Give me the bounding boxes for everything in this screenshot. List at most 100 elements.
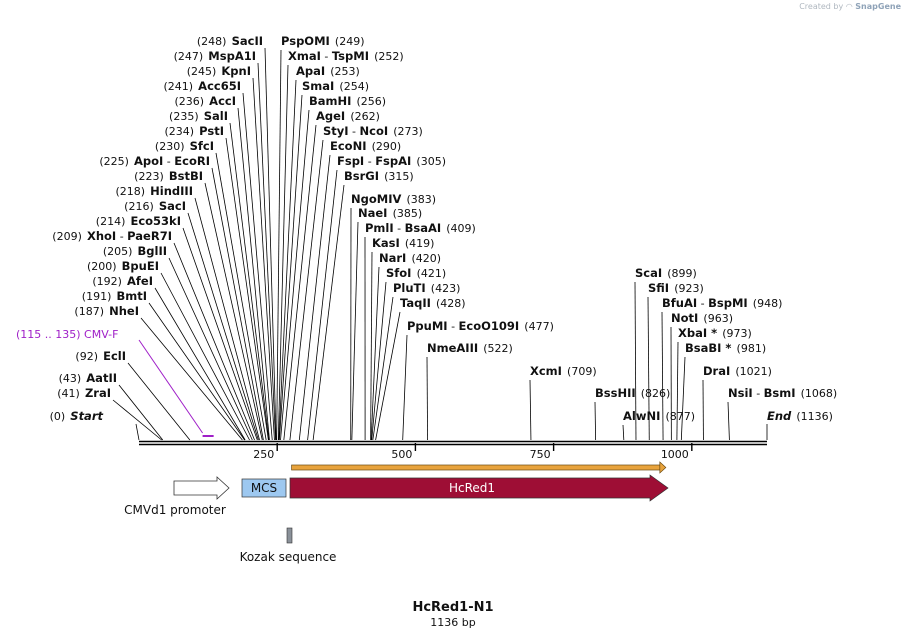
restriction-site-label: ApaI (253)	[296, 60, 360, 79]
site-connector-line	[242, 92, 273, 441]
restriction-site-label: XmaI - TspMI (252)	[288, 45, 404, 64]
site-position: (981)	[737, 342, 767, 355]
enzyme-name: SacII	[232, 34, 263, 48]
site-position: (205)	[103, 245, 133, 258]
site-position: (421)	[417, 267, 447, 280]
site-connector-line	[257, 62, 276, 441]
site-position: (223)	[134, 170, 164, 183]
site-position: (234)	[164, 125, 194, 138]
promoter-label: CMVd1 promoter	[124, 503, 226, 517]
restriction-site-label: (241) Acc65I	[163, 75, 241, 94]
enzyme-name: AccI	[209, 94, 236, 108]
restriction-site-label: (248) SacII	[197, 30, 263, 49]
restriction-site-label: (191) BmtI	[82, 285, 147, 304]
site-connector-line	[194, 197, 260, 441]
enzyme-name: Acc65I	[198, 79, 241, 93]
enzyme-separator: -	[394, 222, 405, 235]
enzyme-name: BmtI	[116, 289, 147, 303]
enzyme-name: NotI	[671, 311, 698, 325]
restriction-site-label: (192) AfeI	[92, 270, 153, 289]
enzyme-name: ScaI	[635, 266, 662, 280]
enzyme-name: XbaI *	[678, 326, 717, 340]
site-position: (43)	[59, 372, 82, 385]
restriction-site-label: SfiI (923)	[648, 277, 704, 296]
site-connector-line	[375, 311, 401, 441]
site-connector-line	[371, 281, 387, 441]
site-connector-line	[634, 281, 637, 441]
site-position: (963)	[703, 312, 733, 325]
site-connector-line	[351, 221, 359, 441]
site-connector-line	[276, 49, 282, 441]
site-connector-line	[676, 341, 679, 441]
enzyme-name: TaqII	[400, 296, 431, 310]
site-position: (385)	[393, 207, 423, 220]
site-connector-line	[680, 356, 686, 441]
restriction-site-label: NgoMIV (383)	[351, 188, 436, 207]
site-position: (225)	[99, 155, 129, 168]
enzyme-name: SmaI	[302, 79, 334, 93]
site-connector-line	[211, 167, 264, 441]
restriction-site-label: (92) EclI	[75, 345, 126, 364]
axis-tick-label: 500	[391, 448, 412, 461]
enzyme-name: PpuMI	[407, 319, 448, 333]
restriction-site-label: (218) HindIII	[115, 180, 193, 199]
enzyme-name: SfcI	[190, 139, 214, 153]
site-connector-line	[622, 424, 625, 441]
restriction-site-label: NaeI (385)	[358, 202, 422, 221]
mcs-box	[241, 478, 287, 498]
enzyme-name: NheI	[109, 304, 139, 318]
enzyme-separator: -	[349, 125, 360, 138]
enzyme-name: NarI	[379, 251, 406, 265]
enzyme-name: SalI	[204, 109, 228, 123]
enzyme-name-secondary: NcoI	[360, 124, 389, 138]
site-connector-line	[118, 384, 164, 441]
site-position: (290)	[372, 140, 402, 153]
site-lines	[112, 47, 768, 441]
site-connector-line	[154, 287, 246, 441]
restriction-site-label: NsiI - BsmI (1068)	[728, 382, 837, 401]
site-position: (0)	[50, 410, 66, 423]
enzyme-name: AlwNI	[623, 409, 660, 423]
enzyme-name: BsaBI *	[685, 341, 731, 355]
site-connector-line	[225, 137, 269, 441]
site-position: (420)	[411, 252, 441, 265]
credit-brand: SnapGene	[855, 2, 901, 11]
restriction-site-label: (247) MspA1I	[174, 45, 256, 64]
map-subtitle: 1136 bp	[430, 616, 475, 629]
site-position: (419)	[405, 237, 435, 250]
kozak-box	[286, 527, 293, 544]
enzyme-name: DraI	[703, 364, 730, 378]
site-position: (1068)	[801, 387, 838, 400]
snapgene-credit: Created by ◠ SnapGene	[799, 2, 901, 11]
axis-tick-label: 750	[530, 448, 551, 461]
site-position: (252)	[374, 50, 404, 63]
site-connector-line	[372, 296, 394, 441]
site-connector-line	[307, 169, 338, 441]
enzyme-name: MspA1I	[208, 49, 256, 63]
restriction-site-label: (236) AccI	[174, 90, 236, 109]
enzyme-name: NsiI	[728, 386, 753, 400]
enzyme-name: FspI	[337, 154, 364, 168]
orf-arrow-head	[659, 461, 667, 474]
site-connector-line	[529, 379, 532, 441]
site-position: (230)	[155, 140, 185, 153]
enzyme-name-secondary: BsmI	[764, 386, 796, 400]
site-connector-line	[402, 334, 408, 441]
site-position: (423)	[431, 282, 461, 295]
enzyme-separator: -	[163, 155, 174, 168]
enzyme-name: BglII	[138, 244, 168, 258]
enzyme-name: PmlI	[365, 221, 394, 235]
orf-arrow-body	[291, 464, 661, 471]
site-connector-line	[312, 184, 345, 441]
enzyme-name: NmeAIII	[427, 341, 478, 355]
site-position: (191)	[82, 290, 112, 303]
enzyme-name-secondary: BsaAI	[405, 221, 442, 235]
site-connector-line	[148, 302, 245, 441]
enzyme-name: KpnI	[221, 64, 251, 78]
restriction-site-label: AgeI (262)	[316, 105, 380, 124]
enzyme-separator: -	[697, 297, 708, 310]
site-position: (305)	[416, 155, 446, 168]
site-connector-line	[298, 154, 331, 441]
restriction-site-label: NmeAIII (522)	[427, 337, 513, 356]
site-connector-line	[160, 272, 250, 441]
